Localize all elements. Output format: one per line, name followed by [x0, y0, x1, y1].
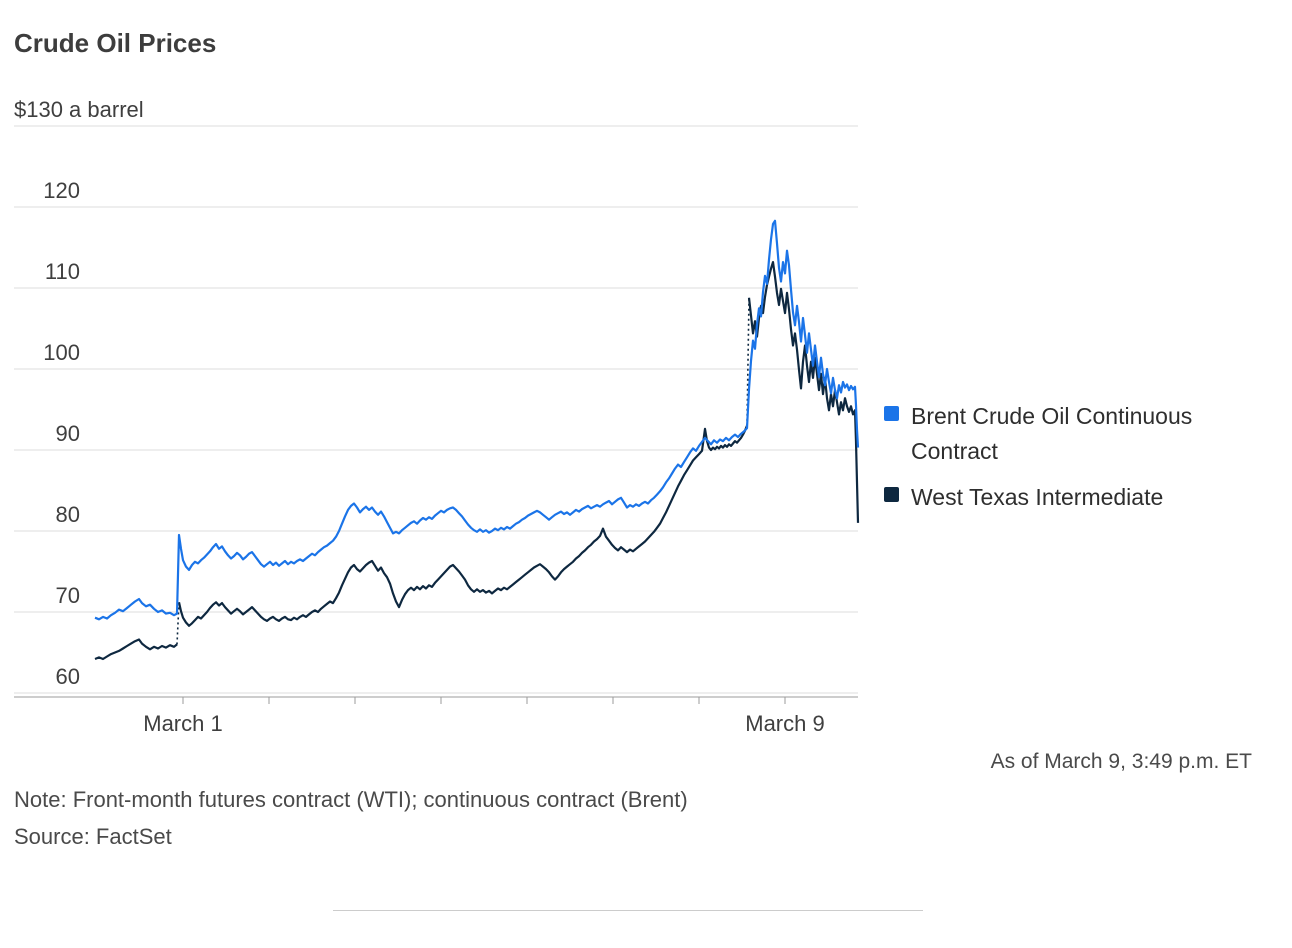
x-tick-label: March 1 [143, 711, 222, 736]
footnote-source: Source: FactSet [14, 824, 172, 849]
x-tick-label: March 9 [745, 711, 824, 736]
brent-crude-oil-continuous-contract-line [94, 219, 860, 621]
legend-item-brent: Brent Crude Oil Continuous Contract [884, 399, 1234, 468]
chart-legend: Brent Crude Oil Continuous Contract West… [884, 399, 1234, 515]
wti-legend-label: West Texas Intermediate [911, 484, 1164, 510]
legend-item-wti: West Texas Intermediate [884, 480, 1234, 515]
y-tick-label: 100 [43, 340, 80, 365]
footnote-note: Note: Front-month futures contract (WTI)… [14, 787, 688, 812]
west-texas-intermediate-gap-line [176, 602, 180, 645]
as-of-timestamp: As of March 9, 3:49 p.m. ET [990, 750, 1252, 773]
y-tick-label: 80 [56, 502, 80, 527]
bottom-divider [333, 910, 923, 911]
y-tick-label: 110 [45, 259, 80, 284]
y-tick-label: 120 [43, 178, 80, 203]
page-title: Crude Oil Prices [14, 28, 217, 58]
west-texas-intermediate-line [177, 425, 749, 627]
y-tick-label: 70 [56, 583, 80, 608]
brent-legend-label: Brent Crude Oil Continuous Contract [911, 403, 1193, 464]
wti-legend-swatch-icon [884, 487, 899, 502]
y-tick-label: 60 [56, 664, 80, 689]
brent-legend-swatch-icon [884, 406, 899, 421]
y-tick-label: 90 [56, 421, 80, 446]
west-texas-intermediate-line [94, 638, 178, 661]
y-axis-unit-label: $130 a barrel [14, 97, 144, 122]
